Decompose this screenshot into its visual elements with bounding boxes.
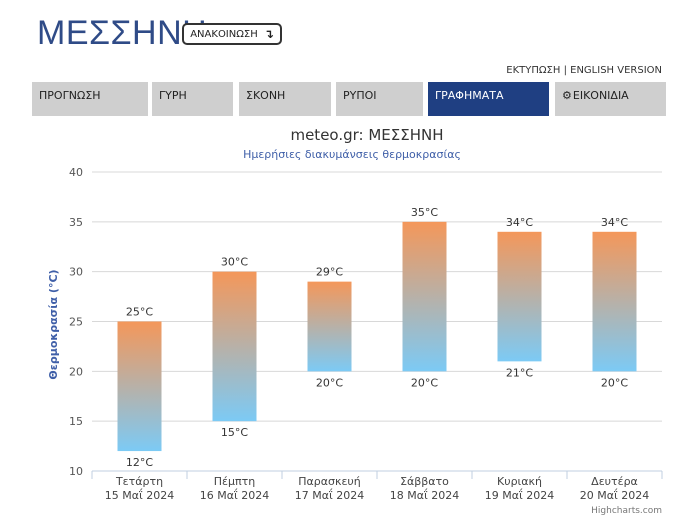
chart-title: meteo.gr: ΜΕΣΣΗΝΗ <box>290 126 443 144</box>
tab-label: ΕΙΚΟΝΙΔΙΑ <box>572 89 629 102</box>
y-tick-label: 20 <box>69 365 83 378</box>
arrow-down-icon: ↴ <box>263 27 274 41</box>
x-date-label: 15 Μαΐ 2024 <box>105 488 174 502</box>
tab-label: ΣΚΟΝΗ <box>246 89 286 102</box>
max-temp-label: 35°C <box>411 206 438 219</box>
print-link[interactable]: ΕΚΤΥΠΩΣΗ <box>506 65 561 76</box>
min-temp-label: 12°C <box>126 456 153 469</box>
x-day-label: Κυριακή <box>497 475 542 488</box>
x-date-label: 20 Μαΐ 2024 <box>580 488 649 502</box>
tab-label: ΡΥΠΟΙ <box>343 89 377 102</box>
announcement-label: ΑΝΑΚΟΙΝΩΣΗ <box>190 28 258 40</box>
temperature-range-bar <box>592 231 637 372</box>
main-tabs: ΠΡΟΓΝΩΣΗ ΓΥΡΗ ΣΚΟΝΗ ΡΥΠΟΙ ΓΡΑΦΗΜΑΤΑ ⚙ΕΙΚ… <box>0 82 684 116</box>
y-tick-label: 15 <box>69 415 83 428</box>
credits-link[interactable]: Highcharts.com <box>591 506 662 516</box>
tab-label: ΓΡΑΦΗΜΑΤΑ <box>435 89 504 102</box>
max-temp-label: 29°C <box>316 266 343 279</box>
temperature-range-bar <box>117 321 162 452</box>
temperature-chart: meteo.gr: ΜΕΣΣΗΝΗ Ημερήσιες διακυμάνσεις… <box>0 120 684 524</box>
x-day-label: Τετάρτη <box>115 475 163 488</box>
x-date-label: 17 Μαΐ 2024 <box>295 488 364 502</box>
tab-label: ΠΡΟΓΝΩΣΗ <box>39 89 101 102</box>
x-date-label: 16 Μαΐ 2024 <box>200 488 269 502</box>
gear-icon: ⚙ <box>562 89 572 102</box>
tab-charts[interactable]: ΓΡΑΦΗΜΑΤΑ <box>428 82 549 116</box>
temperature-range-bar <box>212 271 257 422</box>
temperature-range-bar <box>307 281 352 372</box>
tab-forecast[interactable]: ΠΡΟΓΝΩΣΗ <box>32 82 148 116</box>
y-tick-label: 10 <box>69 465 83 478</box>
announcement-button[interactable]: ΑΝΑΚΟΙΝΩΣΗ ↴ <box>182 23 282 45</box>
bars-group: 25°C 12°C 30°C 15°C 29°C 20°C 35°C 20°C 34°C 21°C… <box>117 206 637 469</box>
x-date-label: 19 Μαΐ 2024 <box>485 488 554 502</box>
min-temp-label: 20°C <box>601 376 628 389</box>
min-temp-label: 20°C <box>316 376 343 389</box>
tab-pollen[interactable]: ΓΥΡΗ <box>152 82 233 116</box>
y-axis-ticks: 10 15 20 25 30 35 40 <box>69 166 83 478</box>
min-temp-label: 21°C <box>506 366 533 379</box>
tab-pollutants[interactable]: ΡΥΠΟΙ <box>336 82 423 116</box>
top-links: ΕΚΤΥΠΩΣΗ | ENGLISH VERSION <box>506 65 662 76</box>
max-temp-label: 25°C <box>126 306 153 319</box>
link-separator: | <box>563 65 567 76</box>
temperature-range-bar <box>497 231 542 362</box>
tab-dust[interactable]: ΣΚΟΝΗ <box>239 82 331 116</box>
tab-widgets[interactable]: ⚙ΕΙΚΟΝΙΔΙΑ <box>555 82 666 116</box>
english-version-link[interactable]: ENGLISH VERSION <box>570 65 662 76</box>
min-temp-label: 20°C <box>411 376 438 389</box>
y-tick-label: 35 <box>69 216 83 229</box>
chart-svg: meteo.gr: ΜΕΣΣΗΝΗ Ημερήσιες διακυμάνσεις… <box>47 126 663 516</box>
temperature-range-bar <box>402 221 447 372</box>
y-tick-label: 30 <box>69 266 83 279</box>
max-temp-label: 30°C <box>221 256 248 269</box>
x-day-label: Πέμπτη <box>214 475 255 488</box>
x-day-label: Σάββατο <box>400 475 449 488</box>
page-title: ΜΕΣΣΗΝΗ <box>37 14 208 52</box>
grid-lines <box>91 171 663 479</box>
max-temp-label: 34°C <box>506 216 533 229</box>
tab-label: ΓΥΡΗ <box>159 89 187 102</box>
x-date-label: 18 Μαΐ 2024 <box>390 488 459 502</box>
min-temp-label: 15°C <box>221 426 248 439</box>
y-tick-label: 40 <box>69 166 83 179</box>
chart-subtitle: Ημερήσιες διακυμάνσεις θερμοκρασίας <box>243 148 461 161</box>
x-day-label: Δευτέρα <box>591 475 638 488</box>
y-tick-label: 25 <box>69 316 83 329</box>
y-axis-title: Θερμοκρασία (°C) <box>47 269 60 379</box>
max-temp-label: 34°C <box>601 216 628 229</box>
x-day-label: Παρασκευή <box>298 475 361 488</box>
